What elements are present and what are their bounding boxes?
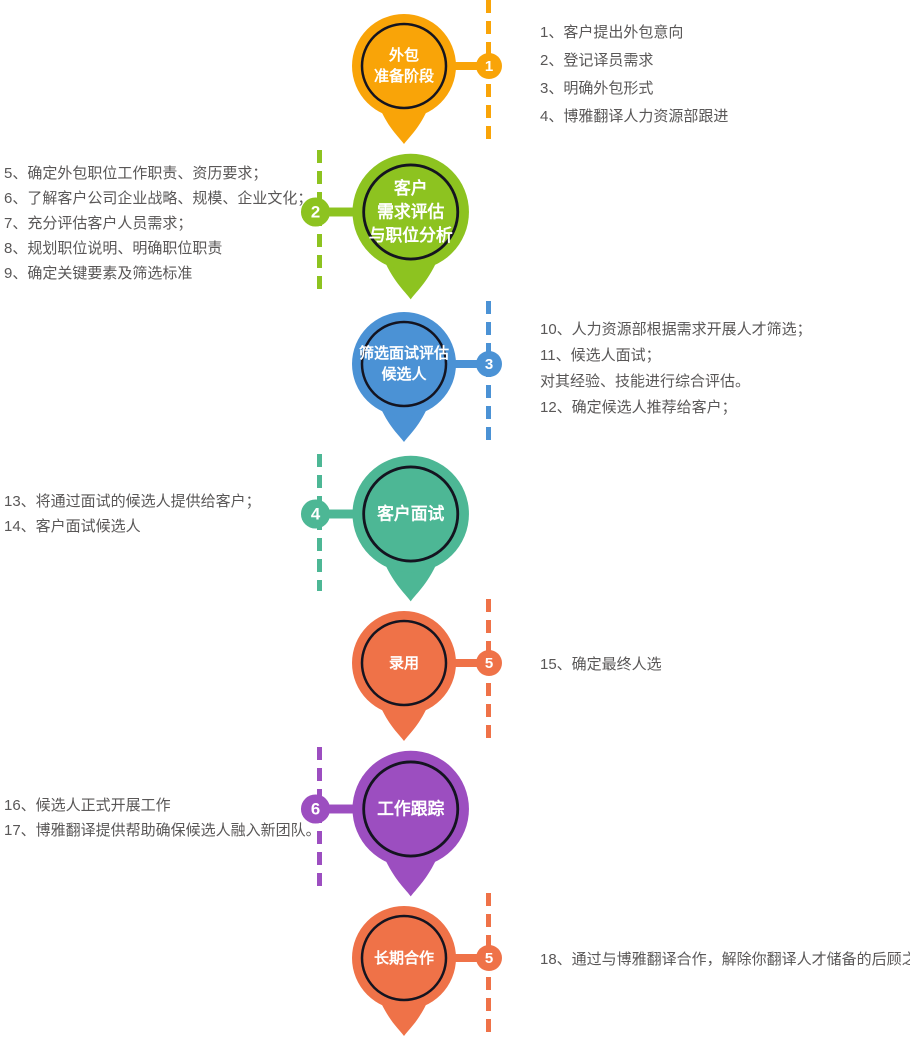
title-line: 工作跟踪: [377, 799, 445, 819]
stage-2: 2 客户 需求评估 与职位分析: [300, 152, 478, 302]
note-line: 11、候选人面试；: [540, 347, 661, 364]
note-line: 5、确定外包职位工作职责、资历要求；: [4, 165, 268, 182]
note-line: 3、明确外包形式: [540, 80, 654, 97]
note-line: 10、人力资源部根据需求开展人才筛选；: [540, 321, 812, 338]
stage-1-notes: 1、客户提出外包意向 2、登记译员需求 3、明确外包形式 4、博雅翻译人力资源部…: [540, 19, 728, 131]
stage-7-title: 长期合作: [348, 918, 460, 998]
stage-5: 5 录用: [344, 609, 502, 743]
title-line: 筛选面试评估: [358, 345, 449, 362]
stage-1-badge: 1: [476, 53, 502, 79]
stage-3: 3 筛选面试评估 候选人: [344, 310, 502, 444]
stage-7-notes: 18、通过与博雅翻译合作，解除你翻译人才储备的后顾之忧。: [540, 947, 910, 973]
note-line: 15、确定最终人选: [540, 656, 662, 673]
title-line: 准备阶段: [373, 68, 434, 85]
note-line: 13、将通过面试的候选人提供给客户；: [4, 493, 261, 510]
note-line: 8、规划职位说明、明确职位职责: [4, 240, 223, 257]
stage-4-title: 客户面试: [348, 469, 473, 559]
note-line: 对其经验、技能进行综合评估。: [540, 373, 751, 390]
stage-3-badge: 3: [476, 351, 502, 377]
balloon-pin-icon: [352, 906, 456, 1036]
stage-4-notes: 13、将通过面试的候选人提供给客户； 14、客户面试候选人: [4, 489, 261, 539]
stage-3-notes: 10、人力资源部根据需求开展人才筛选； 11、候选人面试； 对其经验、技能进行综…: [540, 317, 812, 421]
stage-6-badge: 6: [300, 794, 331, 824]
note-line: 4、博雅翻译人力资源部跟进: [540, 108, 729, 125]
stage-3-title: 筛选面试评估 候选人: [348, 324, 460, 404]
badge-connector: [450, 360, 484, 368]
badge-connector: [450, 659, 484, 667]
stage-7-badge: 5: [476, 945, 502, 971]
note-line: 18、通过与博雅翻译合作，解除你翻译人才储备的后顾之忧。: [540, 951, 910, 968]
note-line: 1、客户提出外包意向: [540, 24, 684, 41]
balloon-pin-icon: [352, 14, 456, 144]
note-line: 2、登记译员需求: [540, 52, 654, 69]
note-line: 7、充分评估客户人员需求；: [4, 215, 193, 232]
stage-5-title: 录用: [348, 623, 460, 703]
title-line: 与职位分析: [368, 226, 453, 246]
badge-connector: [450, 62, 484, 70]
stage-4: 4 客户面试: [300, 454, 478, 604]
stage-6: 6 工作跟踪: [300, 749, 478, 899]
stage-2-title: 客户 需求评估 与职位分析: [348, 167, 473, 257]
note-line: 16、候选人正式开展工作: [4, 797, 171, 814]
note-line: 6、了解客户公司企业战略、规模、企业文化；: [4, 190, 313, 207]
stage-1: 1 外包 准备阶段: [344, 12, 502, 146]
title-line: 客户: [393, 178, 428, 198]
badge-connector: [321, 207, 360, 217]
stage-4-badge: 4: [300, 499, 331, 529]
balloon-pin-icon: [352, 750, 469, 897]
title-line: 客户面试: [377, 504, 445, 524]
title-line: 录用: [388, 654, 419, 672]
note-line: 17、博雅翻译提供帮助确保候选人融入新团队。: [4, 822, 321, 839]
note-line: 14、客户面试候选人: [4, 518, 141, 535]
stage-2-notes: 5、确定外包职位工作职责、资历要求； 6、了解客户公司企业战略、规模、企业文化；…: [4, 161, 312, 286]
note-line: 12、确定候选人推荐给客户；: [540, 399, 737, 416]
badge-connector: [321, 509, 360, 519]
title-line: 外包: [388, 47, 419, 64]
badge-connector: [321, 804, 360, 814]
stage-5-badge: 5: [476, 650, 502, 676]
title-line: 长期合作: [373, 949, 434, 967]
title-line: 候选人: [381, 366, 427, 383]
balloon-pin-icon: [352, 153, 469, 300]
badge-connector: [450, 954, 484, 962]
stage-6-notes: 16、候选人正式开展工作 17、博雅翻译提供帮助确保候选人融入新团队。: [4, 793, 321, 843]
stage-1-title: 外包 准备阶段: [348, 26, 460, 106]
stage-2-badge: 2: [300, 197, 331, 227]
balloon-pin-icon: [352, 455, 469, 602]
title-line: 需求评估: [377, 202, 445, 222]
stage-7: 5 长期合作: [344, 904, 502, 1037]
stage-6-title: 工作跟踪: [348, 764, 473, 854]
balloon-pin-icon: [352, 611, 456, 741]
stage-5-notes: 15、确定最终人选: [540, 652, 662, 678]
balloon-pin-icon: [352, 312, 456, 442]
note-line: 9、确定关键要素及筛选标准: [4, 265, 193, 282]
